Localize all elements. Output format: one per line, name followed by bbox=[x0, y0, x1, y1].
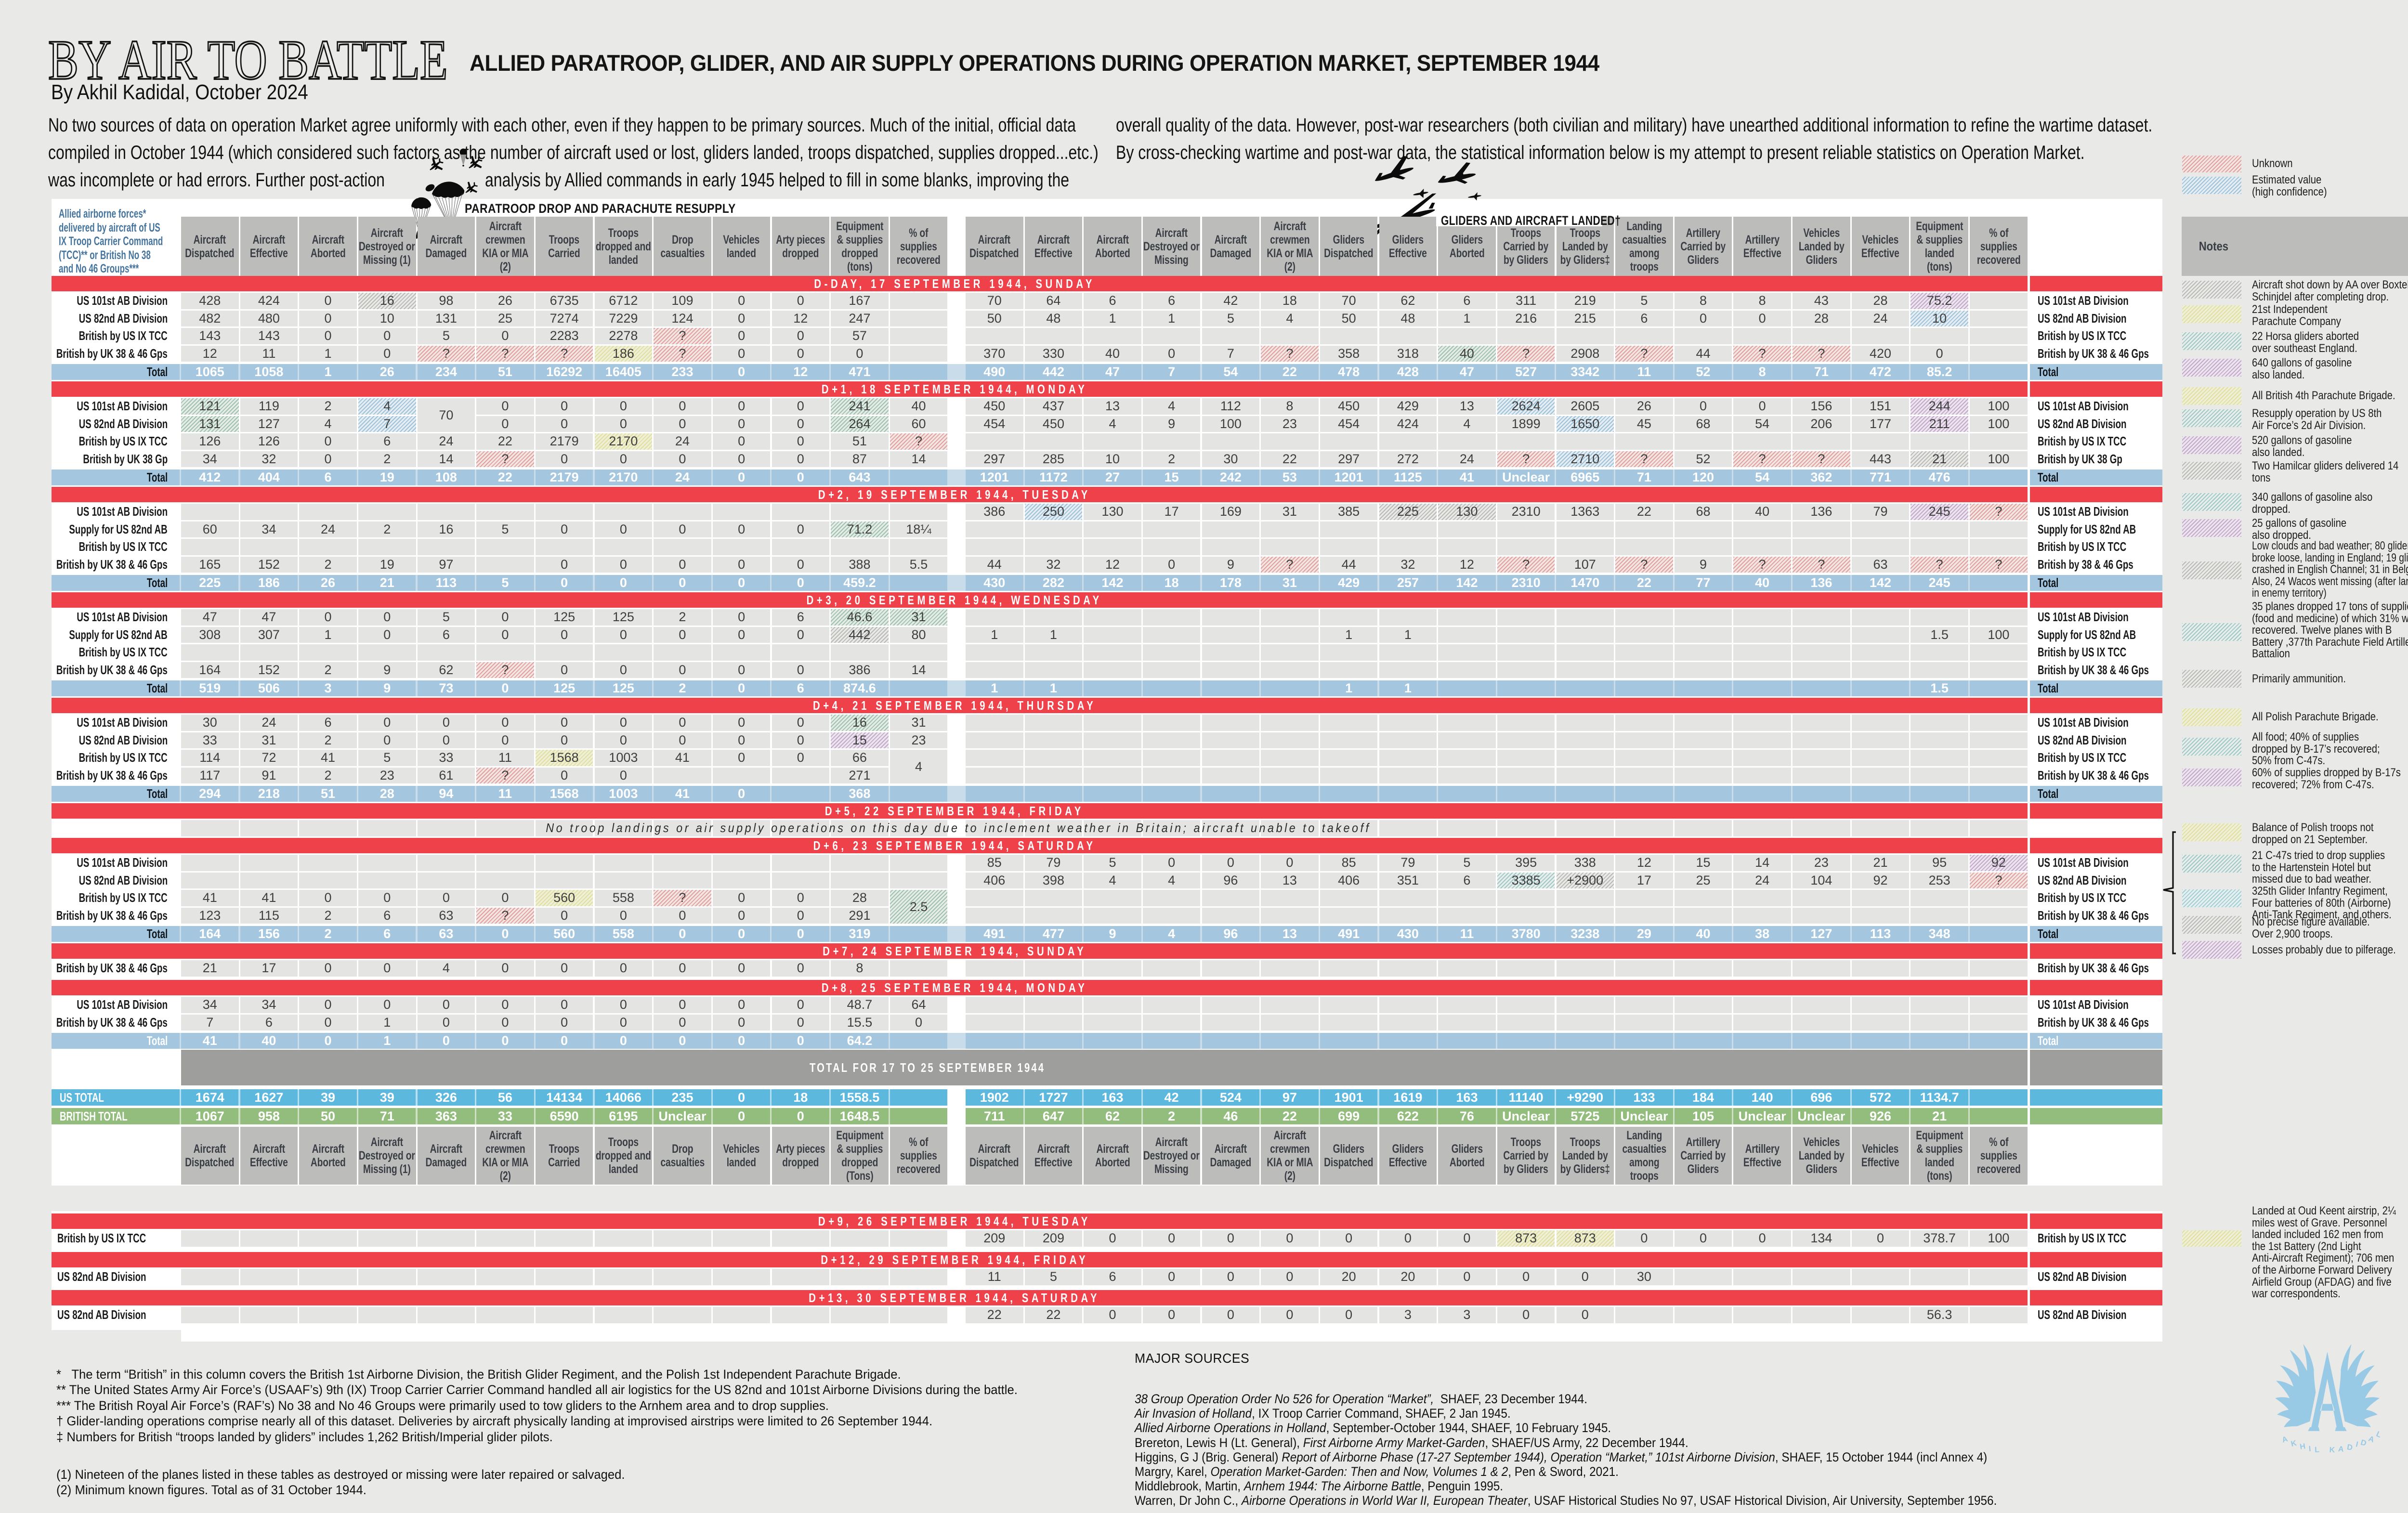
svg-text:D: D bbox=[2346, 1443, 2355, 1452]
svg-text:K: K bbox=[2290, 1438, 2299, 1448]
svg-text:L: L bbox=[2315, 1445, 2321, 1454]
svg-text:A: A bbox=[2338, 1445, 2345, 1454]
svg-text:A: A bbox=[2368, 1435, 2377, 1445]
svg-text:L: L bbox=[2375, 1430, 2383, 1440]
svg-text:A: A bbox=[2281, 1434, 2290, 1444]
svg-text:K: K bbox=[2329, 1446, 2336, 1454]
svg-text:I: I bbox=[2308, 1444, 2312, 1453]
svg-text:D: D bbox=[2360, 1438, 2369, 1448]
svg-text:I: I bbox=[2355, 1440, 2360, 1449]
svg-text:H: H bbox=[2299, 1442, 2307, 1451]
